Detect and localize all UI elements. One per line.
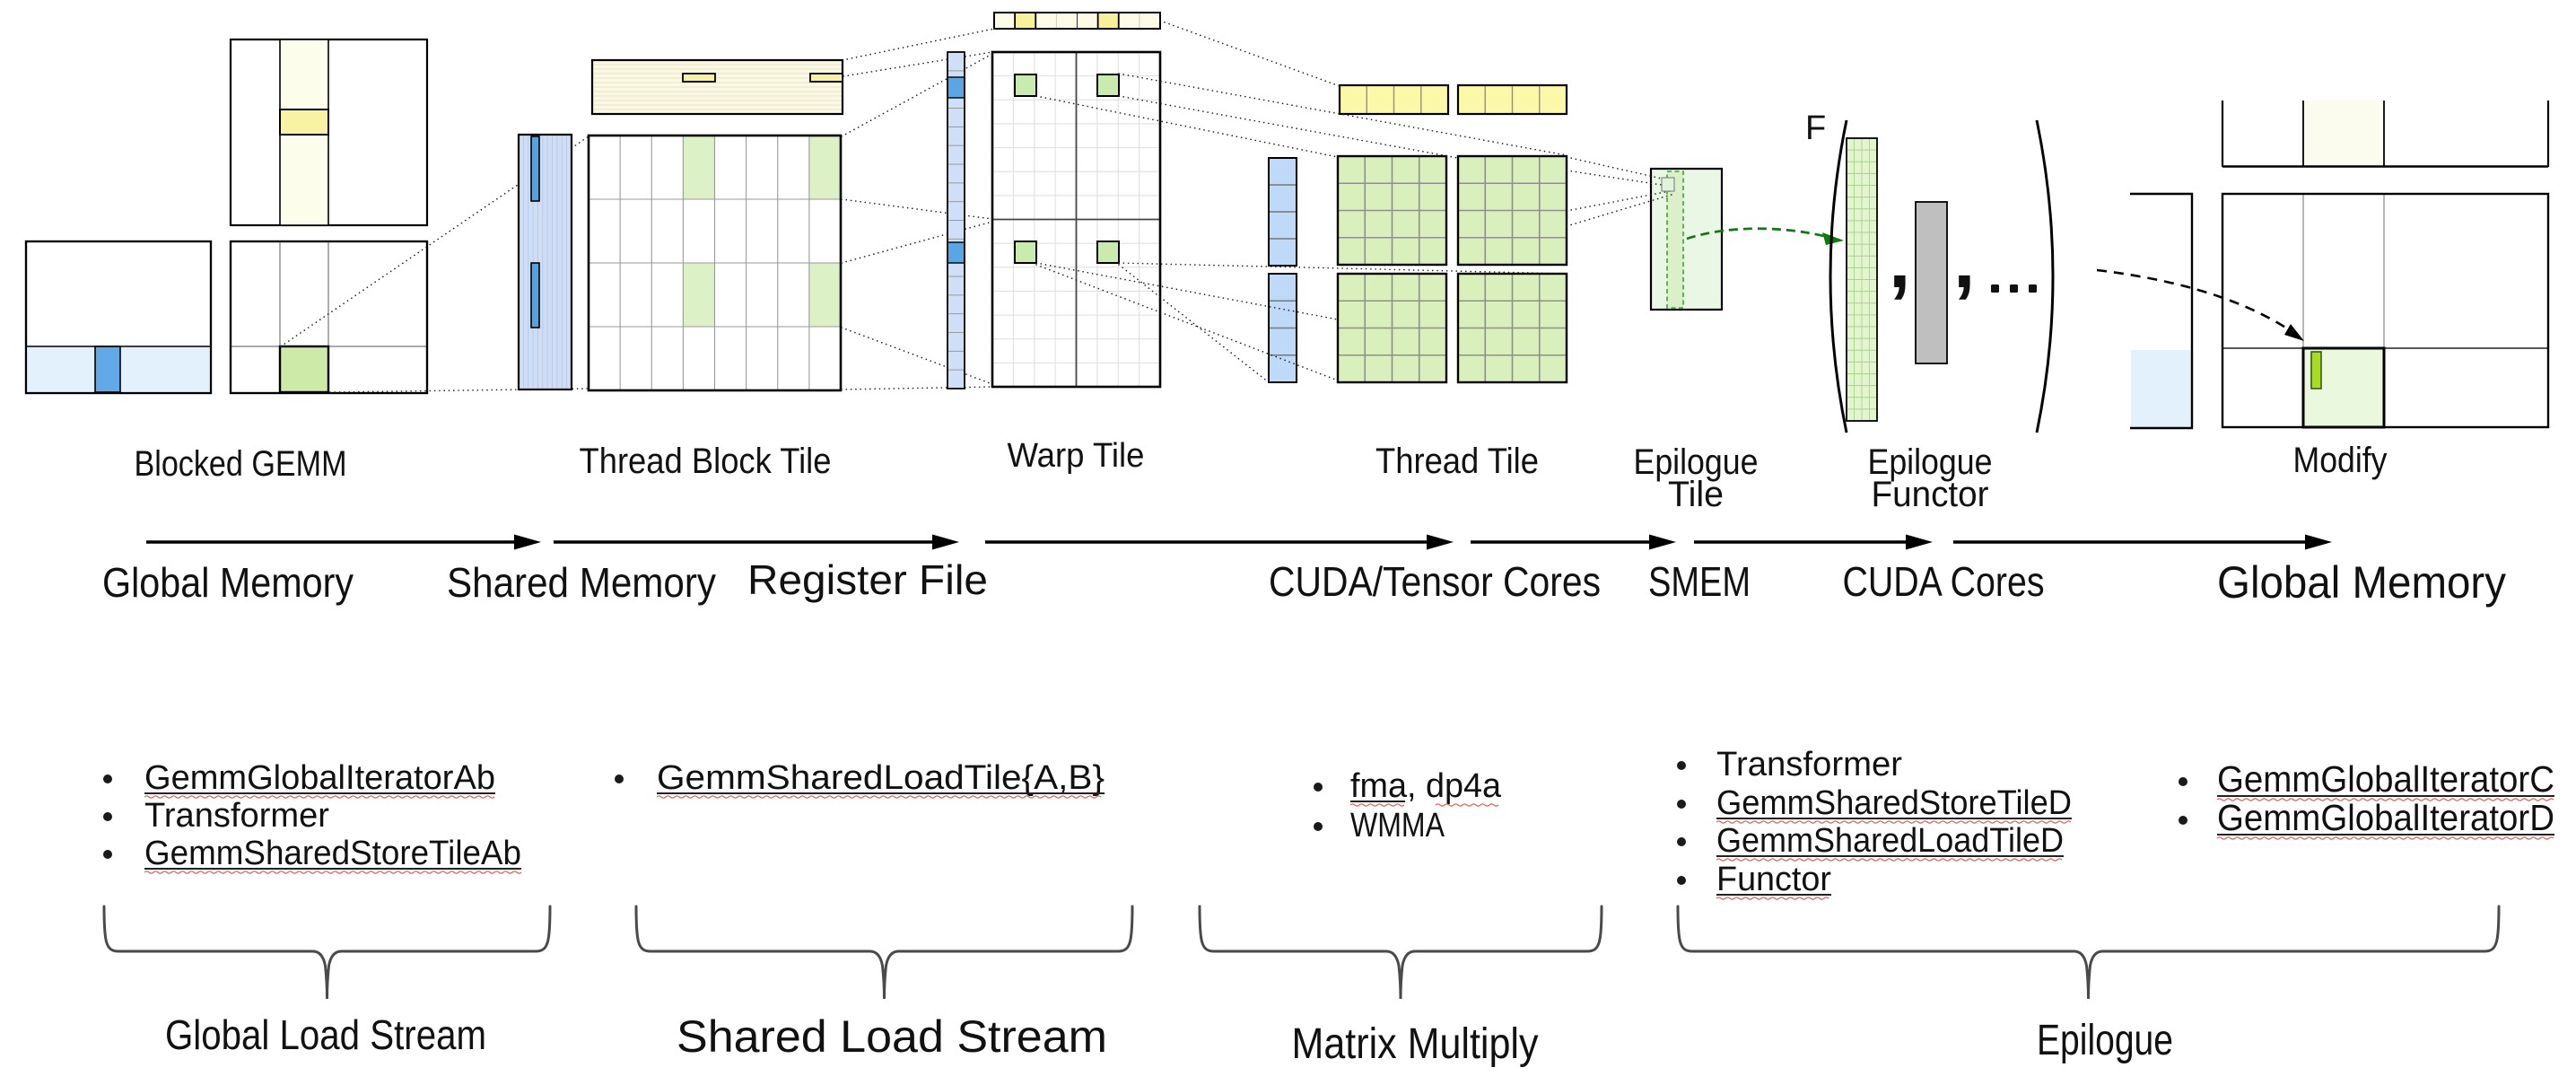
svg-text:WMMA: WMMA [1350, 807, 1445, 844]
svg-text:Modify: Modify [2293, 441, 2388, 480]
svg-text:GemmSharedLoadTile{A,B}: GemmSharedLoadTile{A,B} [657, 759, 1105, 797]
svg-text:Functor: Functor [1716, 861, 1831, 898]
svg-text:Transformer: Transformer [1716, 746, 1902, 783]
svg-text:Shared Load Stream: Shared Load Stream [677, 1011, 1107, 1062]
svg-text:fma, dp4a: fma, dp4a [1350, 767, 1502, 805]
svg-text:Global Load Stream: Global Load Stream [165, 1011, 486, 1058]
svg-text:F: F [1805, 109, 1826, 147]
svg-text:GemmGlobalIteratorD: GemmGlobalIteratorD [2217, 797, 2554, 838]
svg-text:Global Memory: Global Memory [102, 559, 354, 606]
svg-text:,: , [1889, 215, 1910, 304]
svg-text:Register File: Register File [747, 556, 988, 603]
svg-text:Matrix Multiply: Matrix Multiply [1292, 1020, 1539, 1068]
svg-text:Thread Tile: Thread Tile [1375, 442, 1539, 481]
svg-text:GemmSharedStoreTileD: GemmSharedStoreTileD [1716, 784, 2072, 822]
svg-text:Warp Tile: Warp Tile [1008, 437, 1145, 475]
svg-text:GemmSharedLoadTileD: GemmSharedLoadTileD [1716, 822, 2064, 860]
svg-text:Thread Block Tile: Thread Block Tile [580, 442, 832, 481]
svg-text:GemmGlobalIteratorC: GemmGlobalIteratorC [2217, 758, 2554, 800]
svg-text:Epilogue: Epilogue [1634, 442, 1759, 482]
svg-text:Transformer: Transformer [144, 797, 329, 835]
svg-text:GemmGlobalIteratorAb: GemmGlobalIteratorAb [144, 759, 495, 797]
svg-text:Epilogue: Epilogue [2037, 1017, 2173, 1064]
svg-text:GemmSharedStoreTileAb: GemmSharedStoreTileAb [144, 835, 521, 872]
svg-text:Functor: Functor [1872, 475, 1989, 514]
svg-text:Global Memory: Global Memory [2217, 557, 2506, 608]
svg-text:SMEM: SMEM [1648, 558, 1751, 605]
svg-text:Blocked GEMM: Blocked GEMM [135, 444, 347, 484]
svg-text:Tile: Tile [1668, 475, 1724, 514]
svg-text:Shared Memory: Shared Memory [447, 559, 716, 606]
svg-text:Epilogue: Epilogue [1868, 442, 1993, 482]
svg-text:CUDA Cores: CUDA Cores [1843, 558, 2045, 605]
svg-text:,: , [1953, 215, 1975, 304]
svg-text:CUDA/Tensor Cores: CUDA/Tensor Cores [1269, 558, 1601, 605]
